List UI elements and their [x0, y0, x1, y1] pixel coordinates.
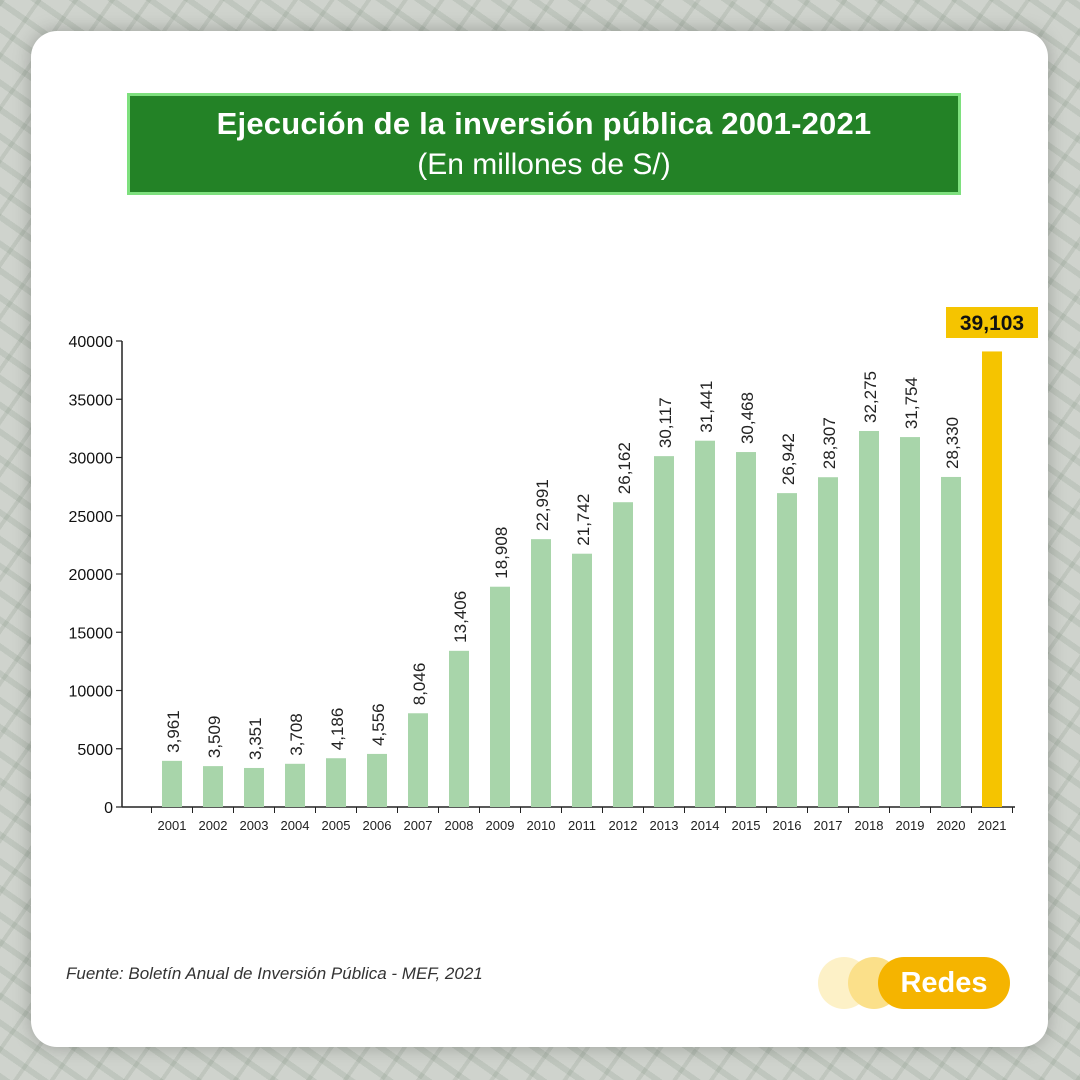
- x-tick-label: 2009: [486, 818, 515, 833]
- y-tick-label: 5000: [77, 742, 113, 759]
- y-tick-label: 10000: [69, 684, 114, 701]
- data-label: 13,406: [451, 591, 470, 643]
- x-tick-label: 2003: [240, 818, 269, 833]
- chart-subtitle: (En millones de S/): [417, 148, 671, 181]
- bar: [777, 493, 797, 807]
- data-label: 22,991: [533, 479, 552, 531]
- y-tick-label: 30000: [69, 451, 114, 468]
- data-label: 3,961: [164, 710, 183, 753]
- logo-pill: Redes: [878, 957, 1010, 1009]
- x-tick-label: 2019: [896, 818, 925, 833]
- bar: [244, 767, 264, 807]
- x-tick-label: 2010: [527, 818, 556, 833]
- x-tick-label: 2007: [404, 818, 433, 833]
- x-tick-label: 2004: [281, 818, 310, 833]
- bar: [859, 430, 879, 807]
- data-label: 26,162: [615, 442, 634, 494]
- y-tick-label: 25000: [69, 509, 114, 526]
- x-tick-label: 2020: [937, 818, 966, 833]
- highlight-label-bg: [946, 307, 1038, 338]
- bar: [613, 502, 633, 807]
- bar: [162, 760, 182, 807]
- title-banner: Ejecución de la inversión pública 2001-2…: [127, 93, 961, 195]
- x-tick-label: 2016: [773, 818, 802, 833]
- bar: [531, 539, 551, 807]
- data-label: 31,441: [697, 381, 716, 433]
- x-tick-label: 2006: [363, 818, 392, 833]
- bar: [654, 456, 674, 807]
- bar: [900, 437, 920, 807]
- bar: [367, 753, 387, 807]
- x-tick-label: 2015: [732, 818, 761, 833]
- data-label: 3,708: [287, 713, 306, 756]
- x-tick-label: 2012: [609, 818, 638, 833]
- bar: [818, 477, 838, 807]
- x-tick-label: 2008: [445, 818, 474, 833]
- bar: [695, 440, 715, 807]
- x-tick-label: 2011: [568, 818, 596, 833]
- bar: [941, 476, 961, 807]
- data-label: 39,103: [960, 312, 1024, 335]
- x-tick-label: 2014: [691, 818, 720, 833]
- data-label: 32,275: [861, 371, 880, 423]
- redes-logo: Redes: [818, 955, 1013, 1011]
- y-tick-label: 0: [104, 800, 113, 817]
- logo-text: Redes: [900, 967, 988, 999]
- data-label: 4,556: [369, 703, 388, 746]
- data-label: 3,509: [205, 716, 224, 759]
- data-label: 28,330: [943, 417, 962, 469]
- x-tick-label: 2013: [650, 818, 679, 833]
- bar: [982, 351, 1002, 807]
- y-tick-label: 40000: [69, 334, 114, 351]
- x-tick-label: 2001: [158, 818, 187, 833]
- bar: [285, 763, 305, 807]
- bar: [326, 758, 346, 807]
- bar: [408, 713, 428, 807]
- bar: [572, 553, 592, 807]
- data-label: 4,186: [328, 708, 347, 751]
- data-label: 30,117: [656, 397, 675, 448]
- bar: [736, 452, 756, 807]
- source-note: Fuente: Boletín Anual de Inversión Públi…: [66, 964, 483, 983]
- bar: [490, 586, 510, 807]
- data-label: 26,942: [779, 433, 798, 485]
- bar: [449, 650, 469, 807]
- x-tick-label: 2018: [855, 818, 884, 833]
- bar: [203, 766, 223, 807]
- data-label: 30,468: [738, 392, 757, 444]
- data-label: 21,742: [574, 494, 593, 546]
- data-label: 3,351: [246, 717, 265, 760]
- y-tick-label: 35000: [69, 392, 114, 409]
- y-tick-label: 20000: [69, 567, 114, 584]
- x-tick-label: 2017: [814, 818, 843, 833]
- data-label: 18,908: [492, 527, 511, 579]
- data-label: 8,046: [410, 663, 429, 706]
- y-tick-label: 15000: [69, 625, 114, 642]
- x-tick-label: 2021: [978, 818, 1007, 833]
- x-tick-label: 2002: [199, 818, 228, 833]
- chart-title: Ejecución de la inversión pública 2001-2…: [216, 106, 872, 141]
- data-label: 28,307: [820, 417, 839, 469]
- x-tick-label: 2005: [322, 818, 351, 833]
- data-label: 31,754: [902, 377, 921, 429]
